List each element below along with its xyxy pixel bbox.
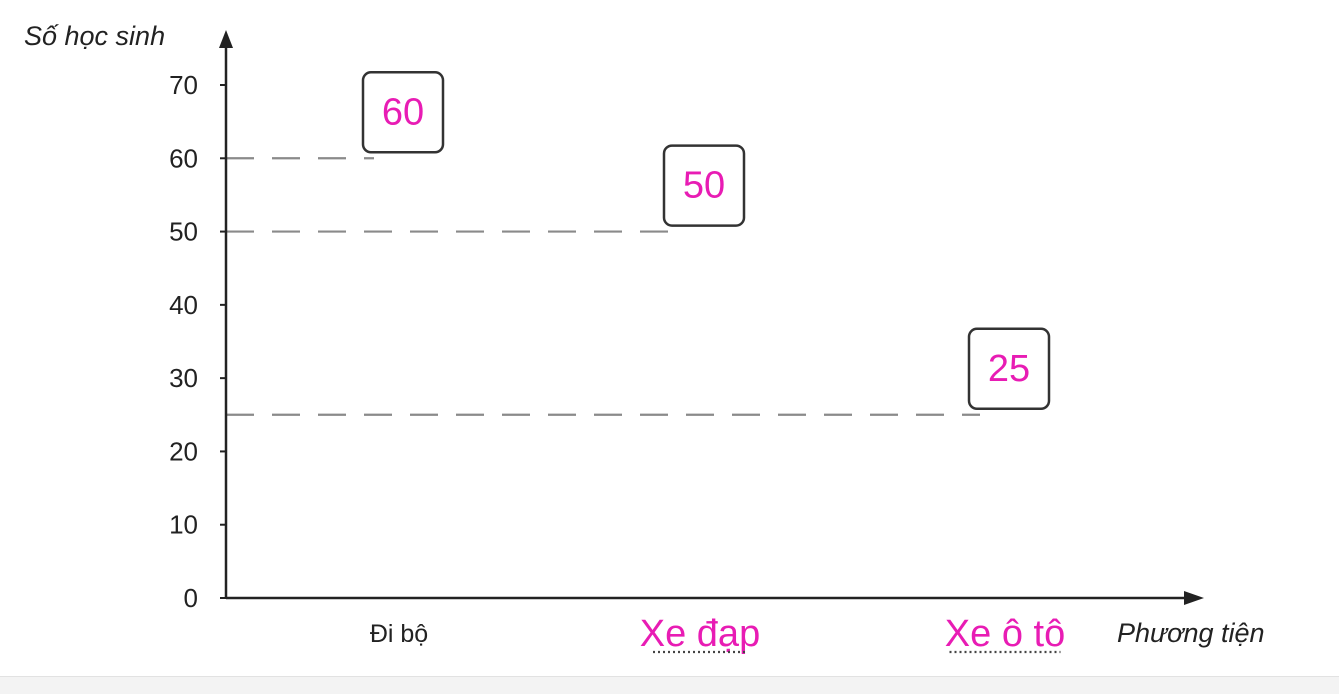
y-tick-label: 60 xyxy=(169,143,198,173)
x-category-label: Đi bộ xyxy=(370,620,428,648)
y-tick-labels: 0 10 20 30 40 50 60 70 xyxy=(169,70,226,613)
value-label: 50 xyxy=(683,165,725,207)
y-tick-label: 40 xyxy=(169,290,198,320)
bottom-strip xyxy=(0,676,1339,694)
y-tick-label: 20 xyxy=(169,436,198,466)
y-axis-title: Số học sinh xyxy=(24,21,165,51)
value-label: 60 xyxy=(382,91,424,133)
x-axis-title: Phương tiện xyxy=(1117,618,1265,648)
y-tick-label: 10 xyxy=(169,510,198,540)
y-tick-label: 30 xyxy=(169,363,198,393)
value-box xyxy=(361,71,445,154)
value-box xyxy=(967,327,1051,411)
x-category-labels: Đi bộ Xe đạp Xe ô tô xyxy=(370,613,1065,655)
y-tick-label: 50 xyxy=(169,217,198,247)
y-tick-label: 0 xyxy=(184,583,198,613)
x-category-label: Xe đạp xyxy=(640,613,760,655)
x-axis-arrow-icon xyxy=(1184,591,1204,605)
value-box xyxy=(662,144,746,227)
value-boxes: 60 50 25 xyxy=(361,71,1051,411)
y-axis-arrow-icon xyxy=(219,30,233,48)
value-label: 25 xyxy=(988,348,1030,390)
axes xyxy=(219,30,1204,605)
guide-lines xyxy=(226,157,980,416)
x-category-label: Xe ô tô xyxy=(945,613,1065,655)
y-tick-label: 70 xyxy=(169,70,198,100)
